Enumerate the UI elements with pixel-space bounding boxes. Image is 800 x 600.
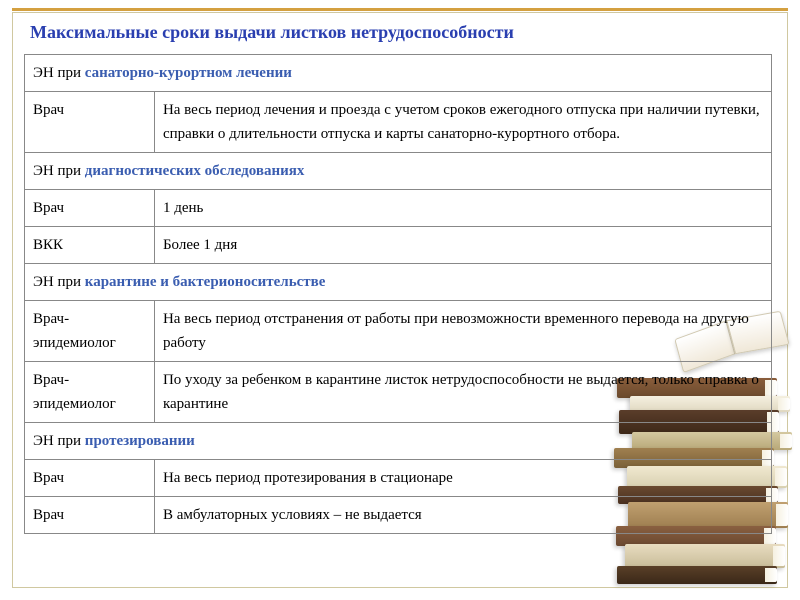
cell-desc: На весь период протезирования в стациона…: [154, 460, 771, 497]
section-highlight: протезировании: [85, 433, 195, 449]
section-header-row: ЭН при санаторно-курортном лечении: [25, 55, 772, 92]
cell-desc: По уходу за ребенком в карантине листок …: [154, 362, 771, 423]
cell-desc: В амбулаторных условиях – не выдается: [154, 497, 771, 534]
table-row: Врач-эпидемиолог На весь период отстране…: [25, 301, 772, 362]
section-header-cell: ЭН при диагностических обследованиях: [25, 153, 772, 190]
section-highlight: карантине и бактерионосительстве: [85, 274, 326, 290]
cell-desc: На весь период лечения и проезда с учето…: [154, 92, 771, 153]
section-prefix: ЭН при: [33, 65, 85, 81]
section-header-row: ЭН при диагностических обследованиях: [25, 153, 772, 190]
table-body: ЭН при санаторно-курортном лечении Врач …: [25, 55, 772, 534]
cell-who: Врач-эпидемиолог: [25, 362, 155, 423]
cell-who: Врач: [25, 497, 155, 534]
main-table: ЭН при санаторно-курортном лечении Врач …: [24, 54, 772, 534]
section-prefix: ЭН при: [33, 433, 85, 449]
cell-desc: 1 день: [154, 190, 771, 227]
accent-bar: [12, 8, 788, 11]
cell-desc: На весь период отстранения от работы при…: [154, 301, 771, 362]
section-prefix: ЭН при: [33, 163, 85, 179]
section-highlight: санаторно-курортном лечении: [85, 65, 292, 81]
book-icon: [625, 544, 785, 568]
page-title: Максимальные сроки выдачи листков нетруд…: [30, 22, 770, 43]
table-row: ВКК Более 1 дня: [25, 227, 772, 264]
book-icon: [617, 566, 777, 584]
section-header-cell: ЭН при протезировании: [25, 423, 772, 460]
section-header-row: ЭН при протезировании: [25, 423, 772, 460]
section-prefix: ЭН при: [33, 274, 85, 290]
table-row: Врач На весь период протезирования в ста…: [25, 460, 772, 497]
table-row: Врач В амбулаторных условиях – не выдает…: [25, 497, 772, 534]
section-header-cell: ЭН при санаторно-курортном лечении: [25, 55, 772, 92]
cell-who: Врач-эпидемиолог: [25, 301, 155, 362]
cell-who: Врач: [25, 460, 155, 497]
table-row: Врач На весь период лечения и проезда с …: [25, 92, 772, 153]
section-header-cell: ЭН при карантине и бактерионосительстве: [25, 264, 772, 301]
table-row: Врач 1 день: [25, 190, 772, 227]
cell-who: Врач: [25, 92, 155, 153]
section-highlight: диагностических обследованиях: [85, 163, 305, 179]
section-header-row: ЭН при карантине и бактерионосительстве: [25, 264, 772, 301]
table-row: Врач-эпидемиолог По уходу за ребенком в …: [25, 362, 772, 423]
cell-who: ВКК: [25, 227, 155, 264]
cell-desc: Более 1 дня: [154, 227, 771, 264]
cell-who: Врач: [25, 190, 155, 227]
